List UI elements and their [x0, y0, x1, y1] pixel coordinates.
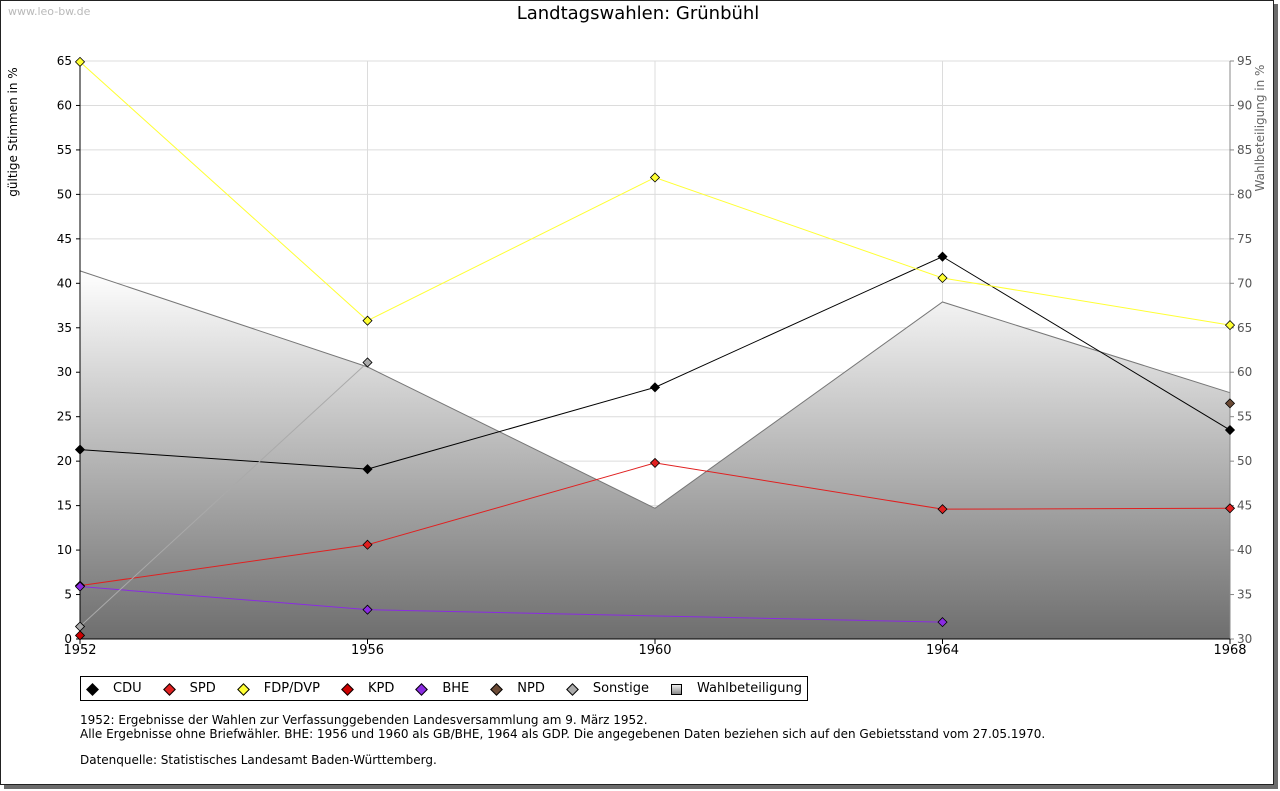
y-tick-label-left: 0 [64, 632, 72, 646]
legend-marker [565, 682, 579, 696]
data-point-spd [649, 457, 661, 468]
data-point-bhe [937, 617, 948, 628]
watermark: www.leo-bw.de [8, 5, 91, 18]
legend-marker [162, 682, 176, 696]
data-point-cdu [1224, 424, 1236, 436]
y-tick-label-left: 15 [57, 499, 72, 513]
footnote-2: Alle Ergebnisse ohne Briefwähler. BHE: 1… [80, 727, 1046, 741]
y-tick-label-left: 30 [57, 365, 72, 379]
data-point-sonstige [74, 621, 86, 632]
y-tick-label-right: 70 [1237, 276, 1252, 290]
legend-label: SPD [189, 681, 216, 696]
y-tick-label-left: 55 [57, 143, 72, 157]
data-point-fdpdvp [649, 172, 661, 183]
legend-item: NPD [490, 681, 545, 696]
data-point-cdu [649, 382, 661, 393]
data-point-npd [1224, 398, 1236, 409]
data-point-spd [937, 504, 948, 515]
legend-diamond-icon [565, 682, 579, 696]
y-tick-label-right: 85 [1237, 143, 1252, 157]
legend-diamond-icon [236, 682, 250, 696]
y-tick-label-right: 35 [1237, 588, 1252, 602]
y-tick-label-right: 75 [1237, 232, 1252, 246]
y-tick-label-left: 45 [57, 232, 72, 246]
y-tick-label-right: 55 [1237, 410, 1252, 424]
legend-marker [415, 682, 429, 696]
data-point-cdu [74, 444, 86, 455]
data-point-cdu [362, 464, 373, 475]
legend-item: FDP/DVP [236, 681, 320, 696]
y-tick-label-right: 60 [1237, 365, 1252, 379]
legend-label: BHE [442, 681, 470, 696]
legend-label: CDU [113, 681, 142, 696]
footnote-1: 1952: Ergebnisse der Wahlen zur Verfassu… [80, 713, 648, 727]
y-tick-label-right: 80 [1237, 187, 1252, 201]
legend-item: Sonstige [565, 681, 650, 696]
legend-marker [86, 682, 99, 696]
legend-diamond-icon [415, 682, 429, 696]
chart-title: Landtagswahlen: Grünbühl [516, 3, 760, 24]
y-tick-label-left: 40 [57, 276, 72, 290]
y-tick-label-left: 65 [57, 54, 72, 68]
series-line-sonstige [79, 362, 368, 627]
legend-diamond-icon [341, 682, 354, 696]
y-tick-label-left: 25 [57, 410, 72, 424]
y-tick-label-right: 30 [1237, 632, 1252, 646]
y-tick-label-right: 65 [1237, 321, 1252, 335]
legend-label: Wahlbeteiligung [697, 681, 803, 696]
data-point-bhe [74, 581, 86, 592]
x-tick-label: 1952 [63, 643, 96, 658]
legend-item: KPD [341, 681, 395, 696]
legend-diamond-icon [490, 682, 504, 696]
y-tick-label-left: 5 [64, 588, 72, 602]
legend-item: BHE [415, 681, 470, 696]
data-point-sonstige [362, 357, 373, 368]
legend-marker [341, 682, 354, 696]
y-tick-label-left: 20 [57, 454, 72, 468]
data-point-spd [362, 539, 373, 550]
y-tick-label-right: 95 [1237, 54, 1252, 68]
legend-marker [236, 682, 250, 696]
y-tick-label-left: 10 [57, 543, 72, 557]
y-tick-label-right: 45 [1237, 499, 1252, 513]
data-point-spd [1224, 503, 1236, 514]
x-tick-label: 1968 [1213, 643, 1246, 658]
legend: CDU SPD FDP/DVP KPD BHE NPD Sonstige Wahlbeteil… [80, 676, 809, 701]
legend-marker [490, 682, 504, 696]
legend-marker [671, 683, 683, 695]
legend-label: KPD [367, 681, 395, 696]
legend-diamond-icon [162, 682, 176, 696]
data-point-fdpdvp [74, 56, 86, 67]
x-tick-label: 1964 [926, 643, 959, 658]
data-point-kpd [74, 630, 86, 641]
data-point-cdu [937, 251, 948, 262]
turnout-line [79, 270, 1231, 509]
data-point-bhe [362, 604, 373, 615]
y-tick-label-right: 50 [1237, 454, 1252, 468]
y-tick-label-left: 60 [57, 98, 72, 112]
data-source: Datenquelle: Statistisches Landesamt Bad… [80, 753, 437, 767]
legend-diamond-icon [86, 682, 99, 696]
legend-item: SPD [162, 681, 216, 696]
x-tick-label: 1956 [351, 643, 384, 658]
y-tick-label-right: 90 [1237, 98, 1252, 112]
legend-label: Sonstige [592, 681, 650, 696]
footnotes: 1952: Ergebnisse der Wahlen zur Verfassu… [80, 713, 1045, 767]
y-tick-label-left: 50 [57, 187, 72, 201]
y-tick-label-left: 35 [57, 321, 72, 335]
legend-item: CDU [86, 681, 142, 696]
data-point-fdpdvp [362, 315, 373, 326]
data-point-fdpdvp [937, 272, 948, 284]
data-point-fdpdvp [1224, 320, 1236, 331]
legend-label: NPD [517, 681, 545, 696]
x-tick-label: 1960 [638, 643, 671, 658]
legend-square-icon [671, 683, 683, 695]
y-tick-label-right: 40 [1237, 543, 1252, 557]
legend-label: FDP/DVP [263, 681, 320, 696]
legend-item: Wahlbeteiligung [671, 681, 802, 696]
